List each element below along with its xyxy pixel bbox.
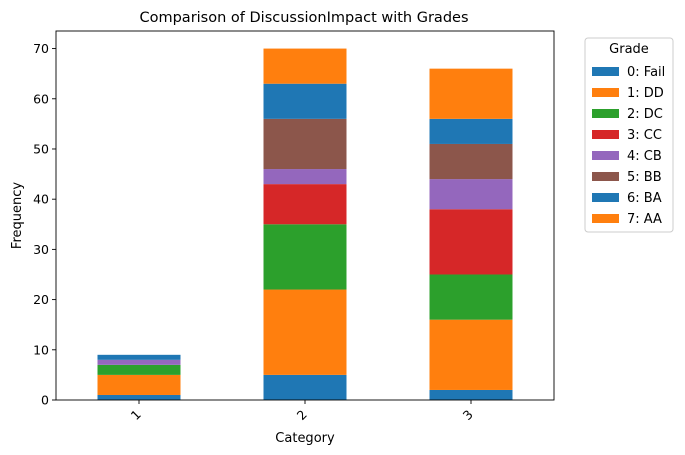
bar-segment-cat3-series5: [429, 143, 513, 180]
bar-segment-cat3-series2: [429, 274, 513, 320]
legend: Grade 0: Fail 1: DD 2: DC 3: CC 4: CB 5: BB 6:…: [584, 37, 674, 233]
y-tick-label: 70: [33, 41, 49, 56]
y-tick-label: 50: [33, 141, 49, 156]
bar-segment-cat2-series3: [263, 184, 347, 225]
y-tick-label: 30: [33, 242, 49, 257]
y-axis: 0 10 20 30 40 50 60 70: [33, 41, 56, 408]
bar-segment-cat3-series4: [429, 179, 513, 210]
y-axis-label: Frequency: [10, 182, 25, 249]
legend-swatch: [592, 151, 619, 160]
bar-segment-cat1-series4: [97, 359, 181, 365]
y-tick-label: 20: [33, 292, 49, 307]
bars-group: [97, 48, 513, 400]
bar-segment-cat3-series0: [429, 389, 513, 400]
legend-entry-label: 5: BB: [627, 170, 662, 185]
x-axis-label: Category: [275, 431, 335, 446]
y-tick-label: 10: [33, 342, 49, 357]
bar-segment-cat2-series4: [263, 169, 347, 185]
bar-segment-cat1-series1: [97, 374, 181, 395]
bar-segment-cat2-series5: [263, 118, 347, 170]
legend-entry-label: 7: AA: [627, 212, 662, 227]
legend-swatch: [592, 193, 619, 202]
bar-segment-cat2-series2: [263, 224, 347, 290]
y-tick-label: 60: [33, 91, 49, 106]
legend-swatch: [592, 67, 619, 76]
bar-segment-cat2-series0: [263, 374, 347, 400]
y-tick-label: 40: [33, 192, 49, 207]
bar-segment-cat1-series0: [97, 394, 181, 400]
legend-title: Grade: [609, 42, 649, 57]
bar-segment-cat3-series7: [429, 68, 513, 119]
y-tick-label: 0: [41, 393, 49, 408]
bar-segment-cat1-series6: [97, 354, 181, 360]
legend-swatch: [592, 214, 619, 223]
bar-segment-cat3-series6: [429, 118, 513, 144]
bar-segment-cat2-series6: [263, 83, 347, 119]
legend-entry-label: 3: CC: [627, 128, 662, 143]
legend-swatch: [592, 109, 619, 118]
x-tick-label: 3: [460, 407, 476, 423]
x-axis: 1 2 3: [128, 400, 476, 423]
legend-entry-label: 4: CB: [627, 149, 662, 164]
legend-swatch: [592, 172, 619, 181]
bar-segment-cat3-series3: [429, 209, 513, 275]
legend-entry-label: 1: DD: [627, 86, 664, 101]
legend-entry-label: 6: BA: [627, 191, 662, 206]
bar-segment-cat2-series1: [263, 289, 347, 375]
bar-segment-cat2-series7: [263, 48, 347, 84]
legend-swatch: [592, 130, 619, 139]
bar-segment-cat1-series2: [97, 364, 181, 375]
legend-entry-label: 2: DC: [627, 107, 663, 122]
x-tick-label: 1: [128, 407, 144, 423]
legend-swatch: [592, 88, 619, 97]
legend-box: [584, 37, 674, 233]
x-tick-label: 2: [294, 407, 310, 423]
legend-entry-label: 0: Fail: [627, 65, 665, 80]
chart-title: Comparison of DiscussionImpact with Grad…: [139, 10, 468, 26]
bar-segment-cat3-series1: [429, 319, 513, 390]
